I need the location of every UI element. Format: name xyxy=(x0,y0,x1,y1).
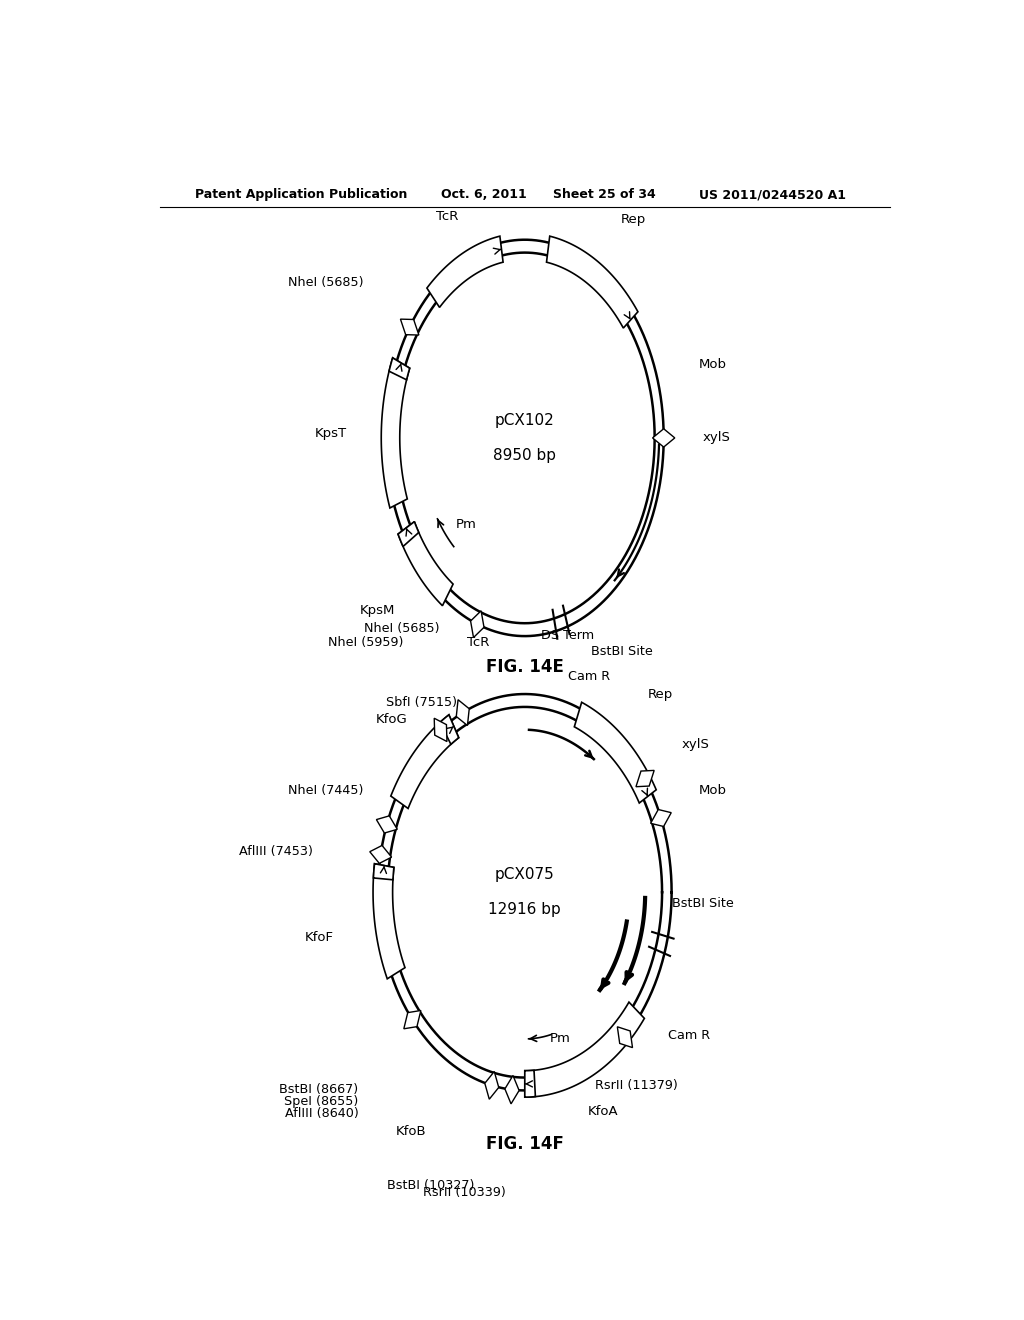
Text: SpeI (8655): SpeI (8655) xyxy=(284,1096,358,1109)
Polygon shape xyxy=(524,1071,536,1097)
Polygon shape xyxy=(505,1076,519,1104)
Text: 12916 bp: 12916 bp xyxy=(488,903,561,917)
Polygon shape xyxy=(381,358,410,508)
Text: NheI (5685): NheI (5685) xyxy=(288,276,364,289)
Polygon shape xyxy=(398,521,453,606)
Text: NheI (7445): NheI (7445) xyxy=(289,784,364,797)
Text: KpsM: KpsM xyxy=(359,605,395,618)
Polygon shape xyxy=(377,816,397,833)
Text: FIG. 14E: FIG. 14E xyxy=(485,657,564,676)
Text: NheI (5685): NheI (5685) xyxy=(365,622,440,635)
Polygon shape xyxy=(652,429,675,447)
Text: Cam R: Cam R xyxy=(668,1028,711,1041)
Text: Oct. 6, 2011: Oct. 6, 2011 xyxy=(441,189,527,202)
Text: US 2011/0244520 A1: US 2011/0244520 A1 xyxy=(699,189,847,202)
Text: KpsT: KpsT xyxy=(315,426,347,440)
Polygon shape xyxy=(547,236,638,329)
Text: Mob: Mob xyxy=(699,358,727,371)
Text: pCX075: pCX075 xyxy=(495,867,555,882)
Text: KfoA: KfoA xyxy=(588,1105,618,1118)
Text: xylS: xylS xyxy=(702,432,730,445)
Text: Mob: Mob xyxy=(699,784,727,797)
Text: xylS: xylS xyxy=(681,738,709,751)
Polygon shape xyxy=(636,771,654,787)
Text: 8950 bp: 8950 bp xyxy=(494,447,556,463)
Text: BstBI (8667): BstBI (8667) xyxy=(280,1082,358,1096)
Polygon shape xyxy=(434,718,446,742)
Polygon shape xyxy=(574,702,656,803)
Text: KfoF: KfoF xyxy=(305,931,334,944)
Text: Rep: Rep xyxy=(647,688,673,701)
Text: Patent Application Publication: Patent Application Publication xyxy=(196,189,408,202)
Polygon shape xyxy=(427,236,503,308)
Text: DS Term: DS Term xyxy=(542,630,595,642)
Polygon shape xyxy=(484,1072,499,1100)
Polygon shape xyxy=(524,1002,644,1097)
Polygon shape xyxy=(391,715,459,808)
Text: BstBI Site: BstBI Site xyxy=(591,645,652,659)
Text: Pm: Pm xyxy=(550,1032,571,1045)
Polygon shape xyxy=(403,1011,421,1028)
Text: Sheet 25 of 34: Sheet 25 of 34 xyxy=(553,189,655,202)
Text: BstBI Site: BstBI Site xyxy=(673,898,734,911)
Polygon shape xyxy=(650,809,671,826)
Polygon shape xyxy=(398,521,419,546)
Polygon shape xyxy=(370,845,391,863)
Polygon shape xyxy=(617,1027,633,1048)
Text: TcR: TcR xyxy=(435,210,458,223)
Polygon shape xyxy=(471,611,484,638)
Polygon shape xyxy=(373,863,406,979)
Text: SbfI (7515): SbfI (7515) xyxy=(386,696,458,709)
Polygon shape xyxy=(457,700,469,726)
Text: pCX102: pCX102 xyxy=(495,413,555,428)
Polygon shape xyxy=(389,358,410,380)
Polygon shape xyxy=(374,863,394,880)
Text: FIG. 14F: FIG. 14F xyxy=(485,1135,564,1154)
Text: RsrII (10339): RsrII (10339) xyxy=(423,1185,506,1199)
Text: NheI (5959): NheI (5959) xyxy=(328,636,403,649)
Text: Pm: Pm xyxy=(456,517,477,531)
Text: KfoB: KfoB xyxy=(396,1125,427,1138)
Text: Cam R: Cam R xyxy=(568,669,610,682)
Polygon shape xyxy=(440,715,459,744)
Text: Rep: Rep xyxy=(621,213,646,226)
Polygon shape xyxy=(400,319,419,335)
Text: AflIII (8640): AflIII (8640) xyxy=(285,1107,358,1121)
Text: BstBI (10327): BstBI (10327) xyxy=(387,1179,474,1192)
Text: RsrII (11379): RsrII (11379) xyxy=(595,1078,678,1092)
Text: TcR: TcR xyxy=(467,636,489,649)
Text: AflIII (7453): AflIII (7453) xyxy=(239,846,312,858)
Text: KfoG: KfoG xyxy=(376,713,408,726)
